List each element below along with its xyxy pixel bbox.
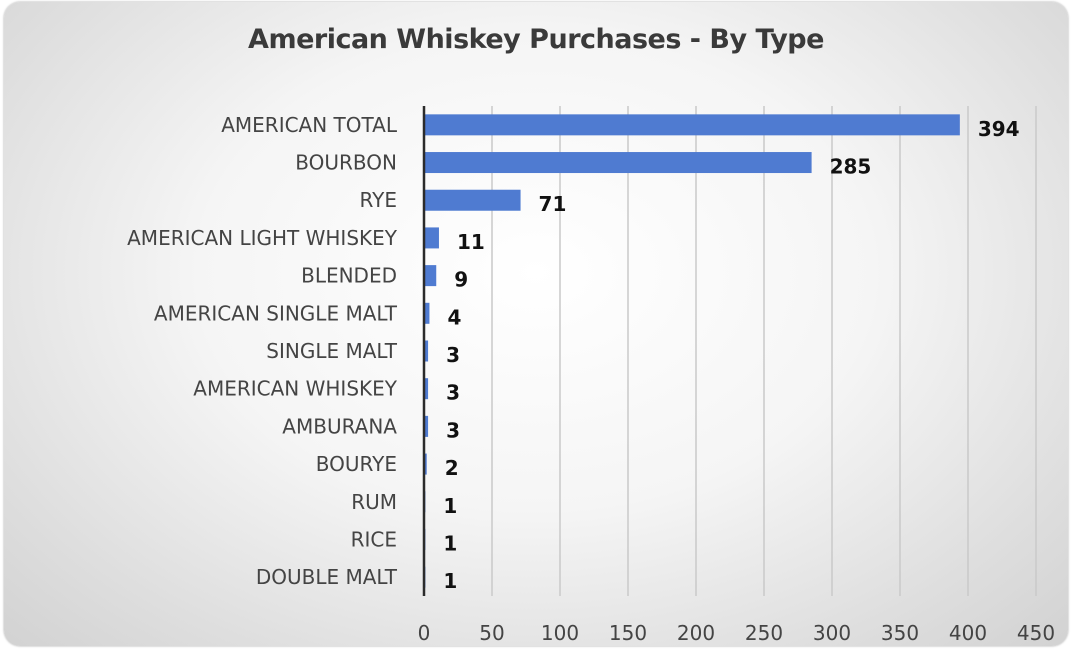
data-label: 3 bbox=[446, 418, 460, 442]
chart-title: American Whiskey Purchases - By Type bbox=[248, 24, 824, 55]
data-label: 1 bbox=[443, 494, 457, 518]
category-label: BOURYE bbox=[316, 452, 397, 476]
data-label: 285 bbox=[830, 155, 872, 179]
bar bbox=[424, 227, 439, 249]
gridlines bbox=[491, 106, 1037, 596]
bar bbox=[424, 265, 437, 287]
category-label: RYE bbox=[360, 188, 397, 212]
category-label: BLENDED bbox=[301, 264, 397, 288]
x-tick-label: 0 bbox=[418, 621, 431, 645]
x-tick-label: 150 bbox=[609, 621, 647, 645]
data-label: 11 bbox=[457, 230, 485, 254]
x-tick-label: 400 bbox=[949, 621, 987, 645]
data-label: 394 bbox=[978, 117, 1020, 141]
bar bbox=[424, 378, 429, 400]
x-tick-label: 350 bbox=[881, 621, 919, 645]
category-label: AMERICAN WHISKEY bbox=[193, 377, 397, 401]
data-label: 2 bbox=[445, 456, 459, 480]
category-labels: AMERICAN TOTAL BOURBON RYE AMERICAN LIGHT W… bbox=[127, 113, 398, 589]
bar bbox=[424, 189, 521, 211]
x-tick-label: 50 bbox=[479, 621, 504, 645]
x-tick-label: 300 bbox=[813, 621, 851, 645]
bar bbox=[424, 114, 960, 136]
data-label: 1 bbox=[443, 569, 457, 593]
category-label: RICE bbox=[351, 527, 397, 551]
category-label: BOURBON bbox=[295, 151, 397, 175]
data-label: 1 bbox=[443, 531, 457, 555]
category-label: AMERICAN TOTAL bbox=[221, 113, 398, 137]
data-label: 3 bbox=[446, 381, 460, 405]
category-label: AMERICAN LIGHT WHISKEY bbox=[127, 226, 398, 250]
category-label: RUM bbox=[351, 490, 397, 514]
bar bbox=[424, 340, 429, 362]
data-label: 71 bbox=[539, 192, 567, 216]
bar bbox=[424, 302, 430, 324]
data-label: 4 bbox=[447, 305, 461, 329]
category-label: AMBURANA bbox=[282, 414, 397, 438]
x-tick-labels: 0 50 100 150 200 250 300 350 400 450 bbox=[418, 621, 1055, 645]
chart-card bbox=[4, 2, 1068, 646]
data-label: 9 bbox=[454, 268, 468, 292]
bar bbox=[424, 453, 427, 475]
category-label: AMERICAN SINGLE MALT bbox=[154, 301, 398, 325]
bar bbox=[424, 152, 812, 174]
x-tick-label: 100 bbox=[541, 621, 579, 645]
category-label: SINGLE MALT bbox=[266, 339, 398, 363]
x-tick-label: 200 bbox=[677, 621, 715, 645]
category-label: DOUBLE MALT bbox=[256, 565, 398, 589]
x-tick-label: 450 bbox=[1017, 621, 1055, 645]
bar bbox=[424, 415, 429, 437]
data-label: 3 bbox=[446, 343, 460, 367]
bars bbox=[424, 114, 960, 588]
x-tick-label: 250 bbox=[745, 621, 783, 645]
